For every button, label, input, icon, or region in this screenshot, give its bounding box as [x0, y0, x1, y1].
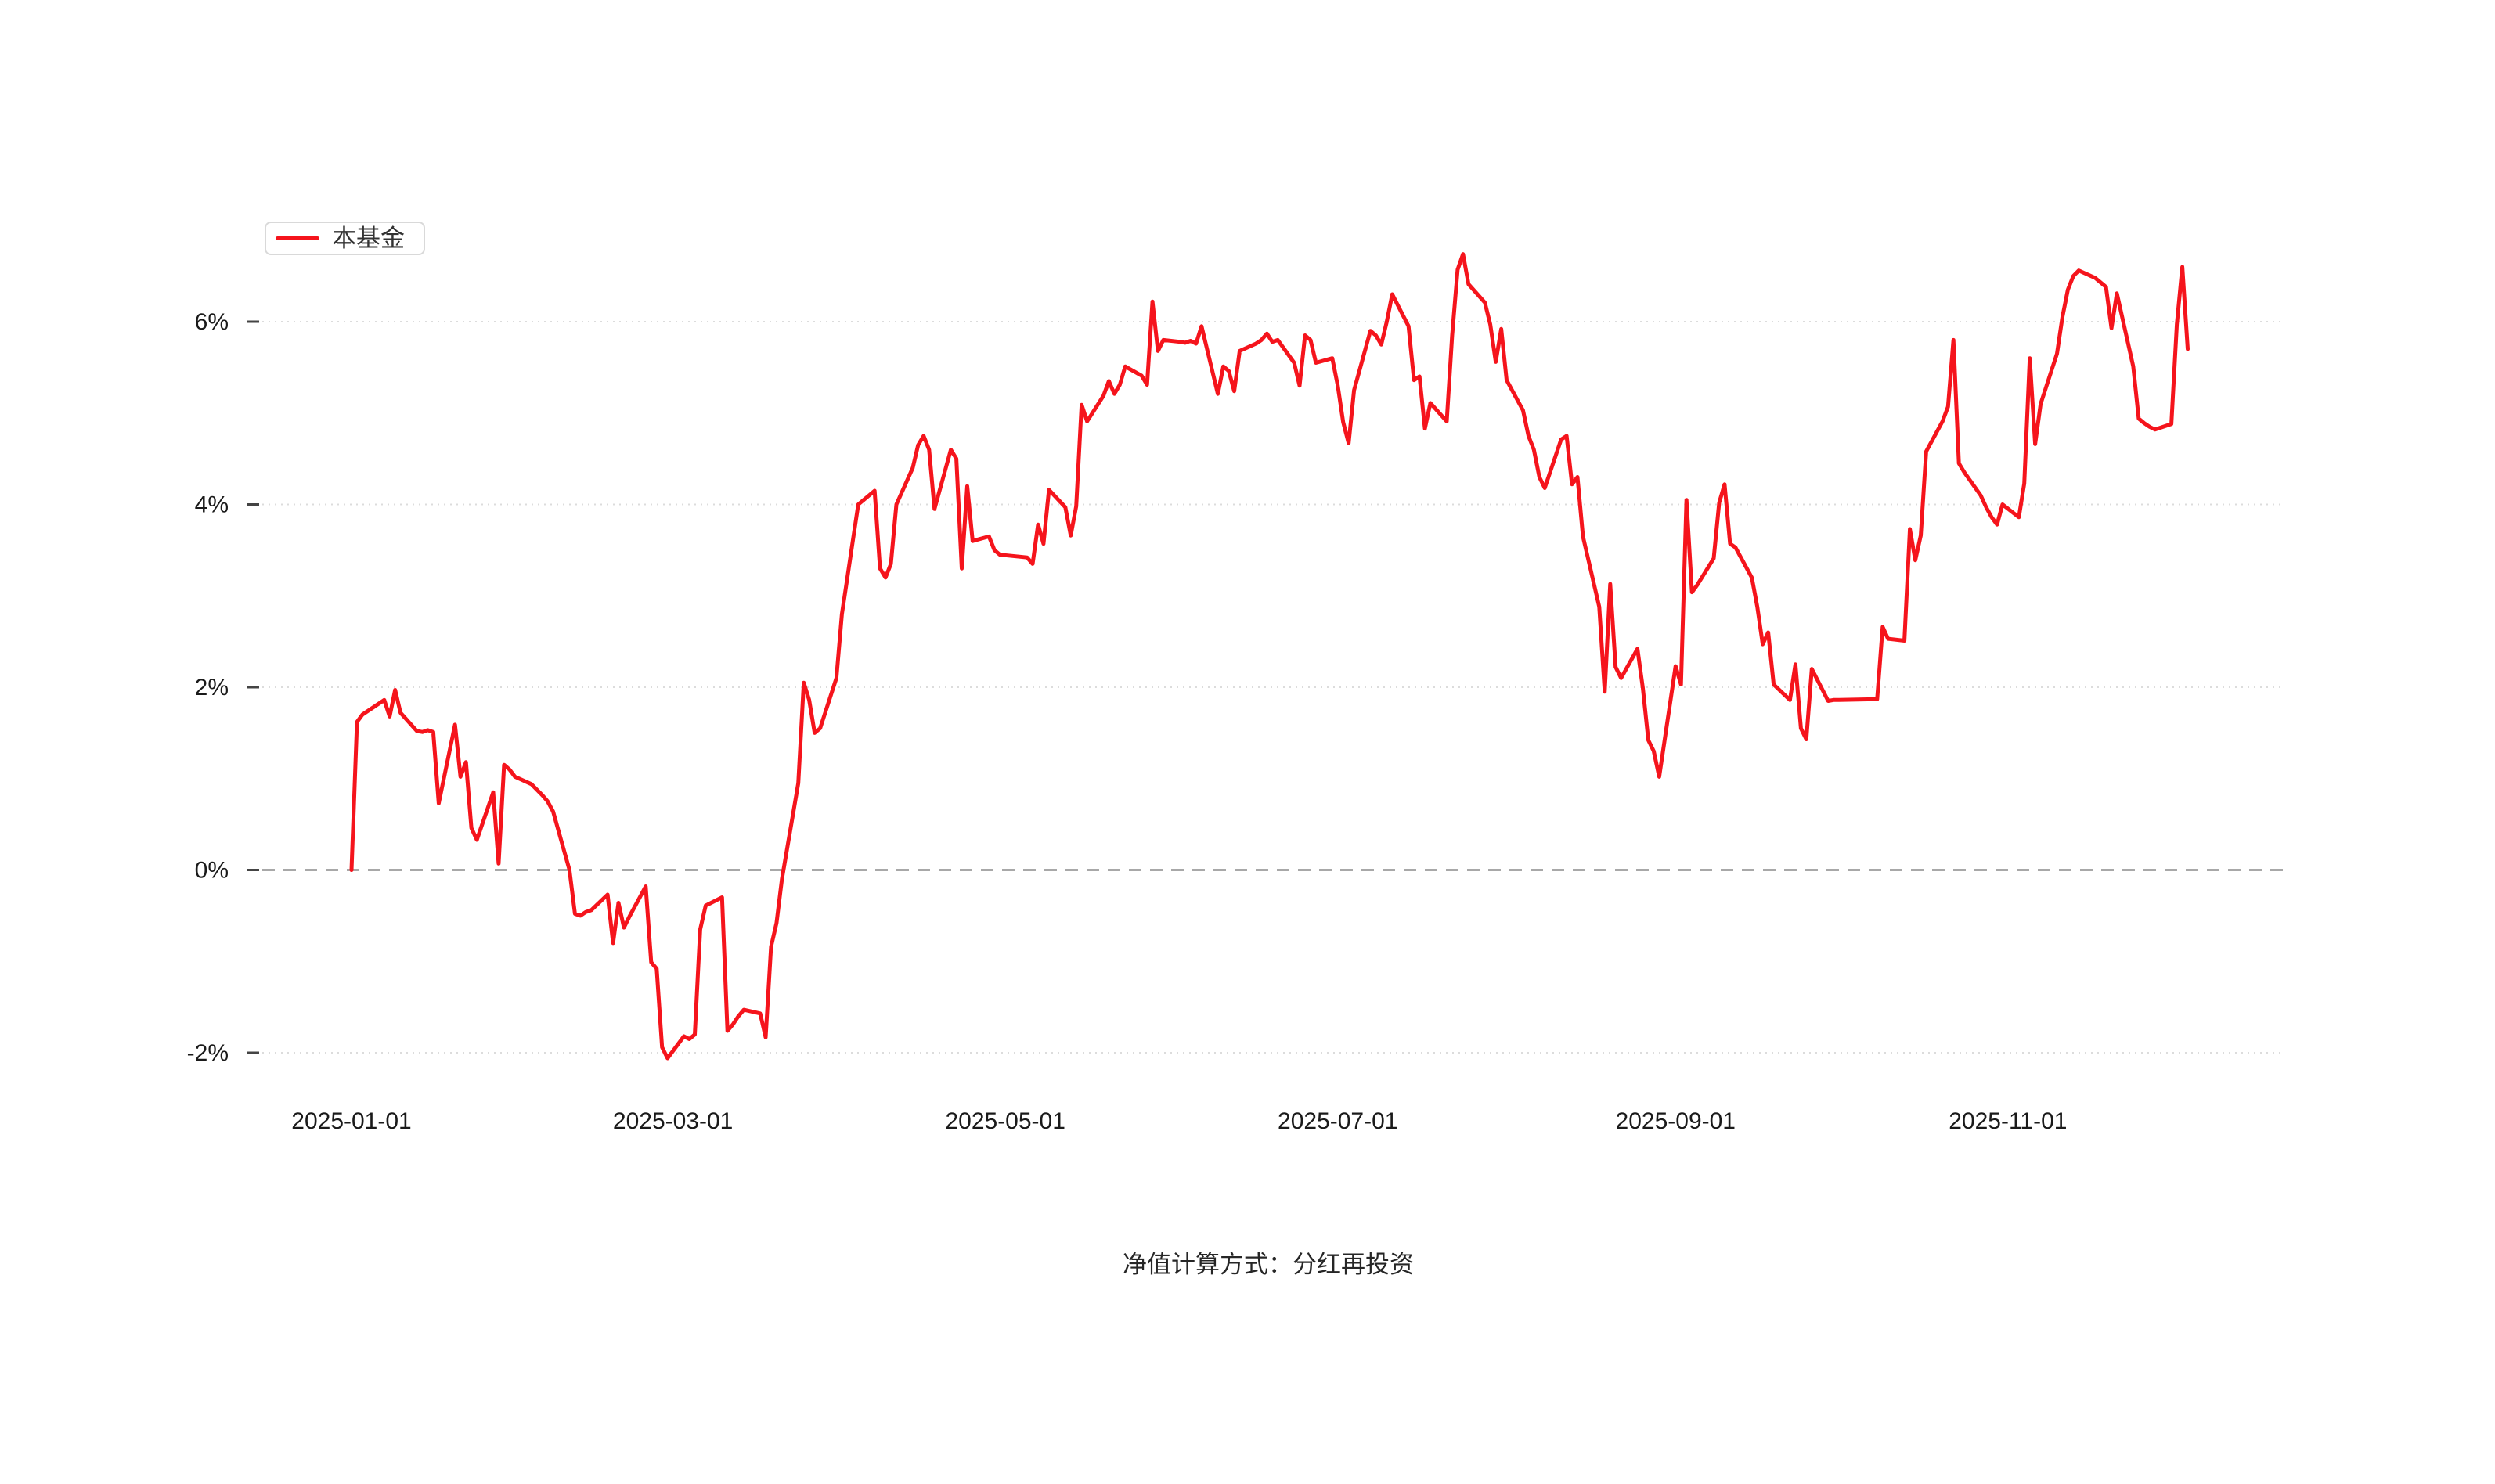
legend-label: 本基金: [332, 225, 405, 252]
x-axis-label-2025-11-01: 2025-11-01: [1949, 1108, 2067, 1134]
x-axis-label-2025-05-01: 2025-05-01: [945, 1108, 1065, 1134]
nav-calculation-note: 净值计算方式：分红再投资: [1123, 1251, 1414, 1278]
legend-item-fund[interactable]: 本基金: [265, 222, 425, 255]
series-line-本基金[interactable]: [349, 252, 2190, 1061]
x-axis-label-2025-01-01: 2025-01-01: [291, 1108, 411, 1134]
y-axis-label-4%: 4%: [195, 492, 229, 518]
y-axis-label--2%: -2%: [187, 1040, 229, 1066]
y-axis-label-2%: 2%: [195, 675, 229, 701]
legend-line-swatch: [276, 236, 319, 240]
x-axis-label-2025-07-01: 2025-07-01: [1278, 1108, 1397, 1134]
x-axis-label-2025-09-01: 2025-09-01: [1616, 1108, 1736, 1134]
y-axis-label-0%: 0%: [195, 858, 229, 884]
x-axis-label-2025-03-01: 2025-03-01: [613, 1108, 733, 1134]
y-axis-label-6%: 6%: [195, 309, 229, 335]
